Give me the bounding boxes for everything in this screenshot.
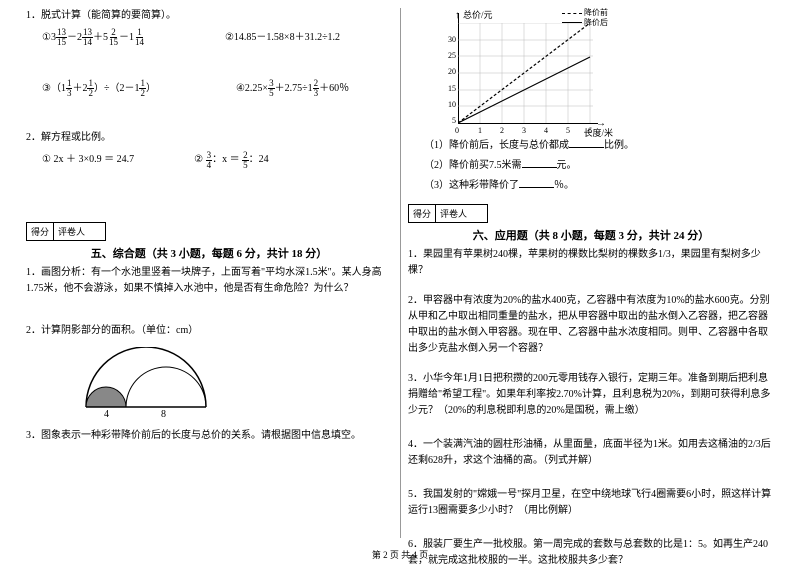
- eq2a: ③（113＋212）÷（2－112）: [42, 79, 156, 98]
- eq1b: ②14.85－1.58×8＋31.2÷1.2: [225, 28, 340, 47]
- eq3b: ② 34：x ＝ 25：24: [194, 150, 268, 169]
- xtick: 3: [522, 126, 526, 135]
- eq3a: ① 2x ＋ 3×0.9 ＝ 24.7: [42, 150, 134, 169]
- q5-1: 1．画图分析：有一个水池里竖着一块牌子，上面写着"平均水深1.5米"。某人身高1…: [26, 265, 392, 297]
- section-5-title: 五、综合题（共 3 小题，每题 6 分，共计 18 分）: [26, 245, 392, 261]
- eq-row-1: ①31315－21314＋5215－1114 ②14.85－1.58×8＋31.…: [26, 28, 392, 47]
- r2: （2）降价前买7.5米需元。: [408, 158, 774, 174]
- q6-1: 1．果园里有苹果树240棵，苹果树的棵数比梨树的棵数多1/3，果园里有梨树多少棵…: [408, 247, 774, 279]
- eq2b: ④2.25×35＋2.75÷123＋60％: [236, 79, 349, 98]
- score-box-5: 得分 评卷人: [26, 222, 106, 241]
- score-label: 得分: [409, 205, 436, 222]
- xtick: 4: [544, 126, 548, 135]
- score-box-6: 得分 评卷人: [408, 204, 488, 223]
- ytick: 20: [446, 67, 456, 76]
- right-column: 降价前 降价后 总价/元 长度/米 ↑ → 5 10 15 20 25 30 0…: [400, 8, 782, 545]
- xtick: 2: [500, 126, 504, 135]
- y-axis-label: 总价/元: [463, 8, 493, 21]
- arc-figure: 4 8: [76, 347, 392, 420]
- q6-5: 5．我国发射的"嫦娥一号"探月卫星，在空中绕地球飞行4圈需要6小时，照这样计算运…: [408, 487, 774, 519]
- q6-4: 4．一个装满汽油的圆柱形油桶，从里面量，底面半径为1米。如用去这桶油的2/3后还…: [408, 437, 774, 469]
- ytick: 10: [446, 100, 456, 109]
- q6-2: 2．甲容器中有浓度为20%的盐水400克，乙容器中有浓度为10%的盐水600克。…: [408, 293, 774, 357]
- ytick: 15: [446, 84, 456, 93]
- score-label: 得分: [27, 223, 54, 240]
- grader-label: 评卷人: [436, 205, 471, 222]
- eq-row-2: ③（113＋212）÷（2－112） ④2.25×35＋2.75÷123＋60％: [26, 79, 392, 98]
- q1-title: 1．脱式计算（能简算的要简算）。: [26, 8, 392, 24]
- q5-3: 3．图象表示一种彩带降价前后的长度与总价的关系。请根据图中信息填空。: [26, 428, 392, 444]
- eq1a: ①31315－21314＋5215－1114: [42, 28, 145, 47]
- xtick: 5: [566, 126, 570, 135]
- q5-2: 2．计算阴影部分的面积。（单位：cm）: [26, 323, 392, 339]
- ytick: 5: [446, 116, 456, 125]
- dash-legend-icon: [562, 13, 582, 14]
- left-column: 1．脱式计算（能简算的要简算）。 ①31315－21314＋5215－1114 …: [18, 8, 400, 545]
- q6-3: 3．小华今年1月1日把积攒的200元零用钱存入银行，定期三年。准备到期后把利息捐…: [408, 371, 774, 419]
- xtick: 6: [588, 126, 592, 135]
- x-axis: [458, 123, 598, 124]
- section-6-title: 六、应用题（共 8 小题，每题 3 分，共计 24 分）: [408, 227, 774, 243]
- blank: [519, 178, 554, 188]
- price-chart: 降价前 降价后 总价/元 长度/米 ↑ → 5 10 15 20 25 30 0…: [438, 8, 618, 138]
- q2-title: 2．解方程或比例。: [26, 130, 392, 146]
- ytick: 30: [446, 35, 456, 44]
- ytick: 25: [446, 51, 456, 60]
- grader-label: 评卷人: [54, 223, 89, 240]
- page-footer: 第 2 页 共 4 页: [0, 548, 800, 561]
- blank: [569, 138, 604, 148]
- eq-row-3: ① 2x ＋ 3×0.9 ＝ 24.7 ② 34：x ＝ 25：24: [26, 150, 392, 169]
- blank: [522, 158, 557, 168]
- r3: （3）这种彩带降价了％。: [408, 178, 774, 194]
- xtick: 0: [455, 126, 459, 135]
- arc-label-4: 4: [104, 409, 109, 417]
- r1: （1）降价前后，长度与总价都成比例。: [408, 138, 774, 154]
- xtick: 1: [478, 126, 482, 135]
- arc-label-8: 8: [161, 409, 166, 417]
